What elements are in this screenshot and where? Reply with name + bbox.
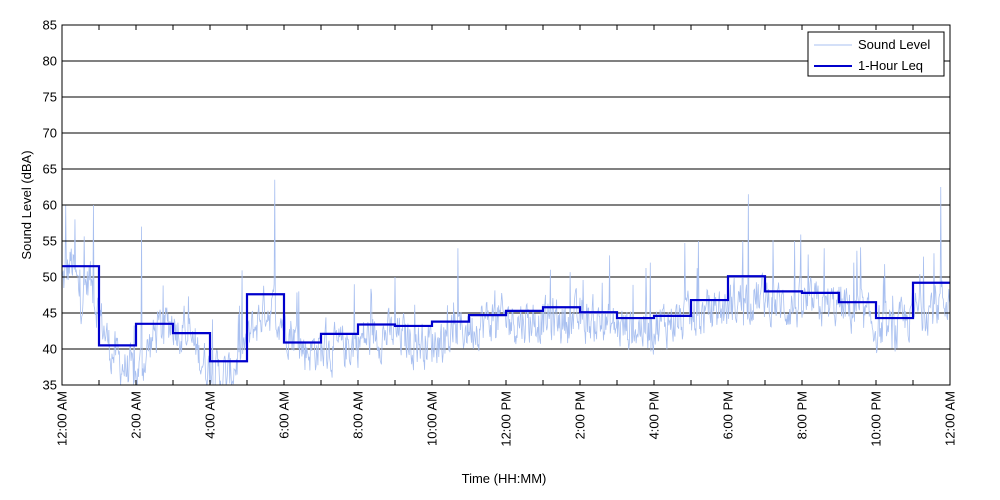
- y-tick-label: 60: [43, 198, 57, 213]
- y-tick-label: 85: [43, 18, 57, 33]
- x-tick-label: 4:00 AM: [203, 391, 218, 439]
- x-tick-label: 12:00 AM: [943, 391, 958, 446]
- x-tick-label: 2:00 AM: [129, 391, 144, 439]
- x-axis-label: Time (HH:MM): [462, 471, 547, 486]
- plot-area: [62, 179, 950, 385]
- series-1-hour-leq: [62, 265, 950, 363]
- y-tick-label: 45: [43, 306, 57, 321]
- y-tick-label: 70: [43, 126, 57, 141]
- y-tick-label: 35: [43, 378, 57, 393]
- x-tick-label: 8:00 AM: [351, 391, 366, 439]
- x-tick-label: 12:00 AM: [55, 391, 70, 446]
- x-tick-label: 10:00 AM: [425, 391, 440, 446]
- x-axis-ticks: 12:00 AM 2:00 AM 4:00 AM 6:00 AM 8:00 AM 10:0…: [55, 25, 958, 447]
- x-tick-label: 8:00 PM: [795, 391, 810, 439]
- x-tick-label: 2:00 PM: [573, 391, 588, 439]
- y-tick-label: 40: [43, 342, 57, 357]
- x-tick-label: 10:00 PM: [869, 391, 884, 447]
- legend-box: [807, 31, 945, 77]
- legend-label-sound-level: Sound Level: [858, 37, 930, 52]
- y-axis-label: Sound Level (dBA): [19, 150, 34, 259]
- y-tick-label: 75: [43, 90, 57, 105]
- x-tick-label: 12:00 PM: [499, 391, 514, 447]
- y-tick-label: 80: [43, 54, 57, 69]
- y-tick-label: 50: [43, 270, 57, 285]
- x-tick-label: 4:00 PM: [647, 391, 662, 439]
- x-tick-label: 6:00 PM: [721, 391, 736, 439]
- legend-label-1-hour-leq: 1-Hour Leq: [858, 58, 923, 73]
- x-tick-label: 6:00 AM: [277, 391, 292, 439]
- y-tick-label: 55: [43, 234, 57, 249]
- legend: Sound Level 1-Hour Leq: [807, 31, 945, 77]
- y-axis-ticks: 35 40 45 50 55 60 65 70 75 80 85: [43, 18, 950, 393]
- y-tick-label: 65: [43, 162, 57, 177]
